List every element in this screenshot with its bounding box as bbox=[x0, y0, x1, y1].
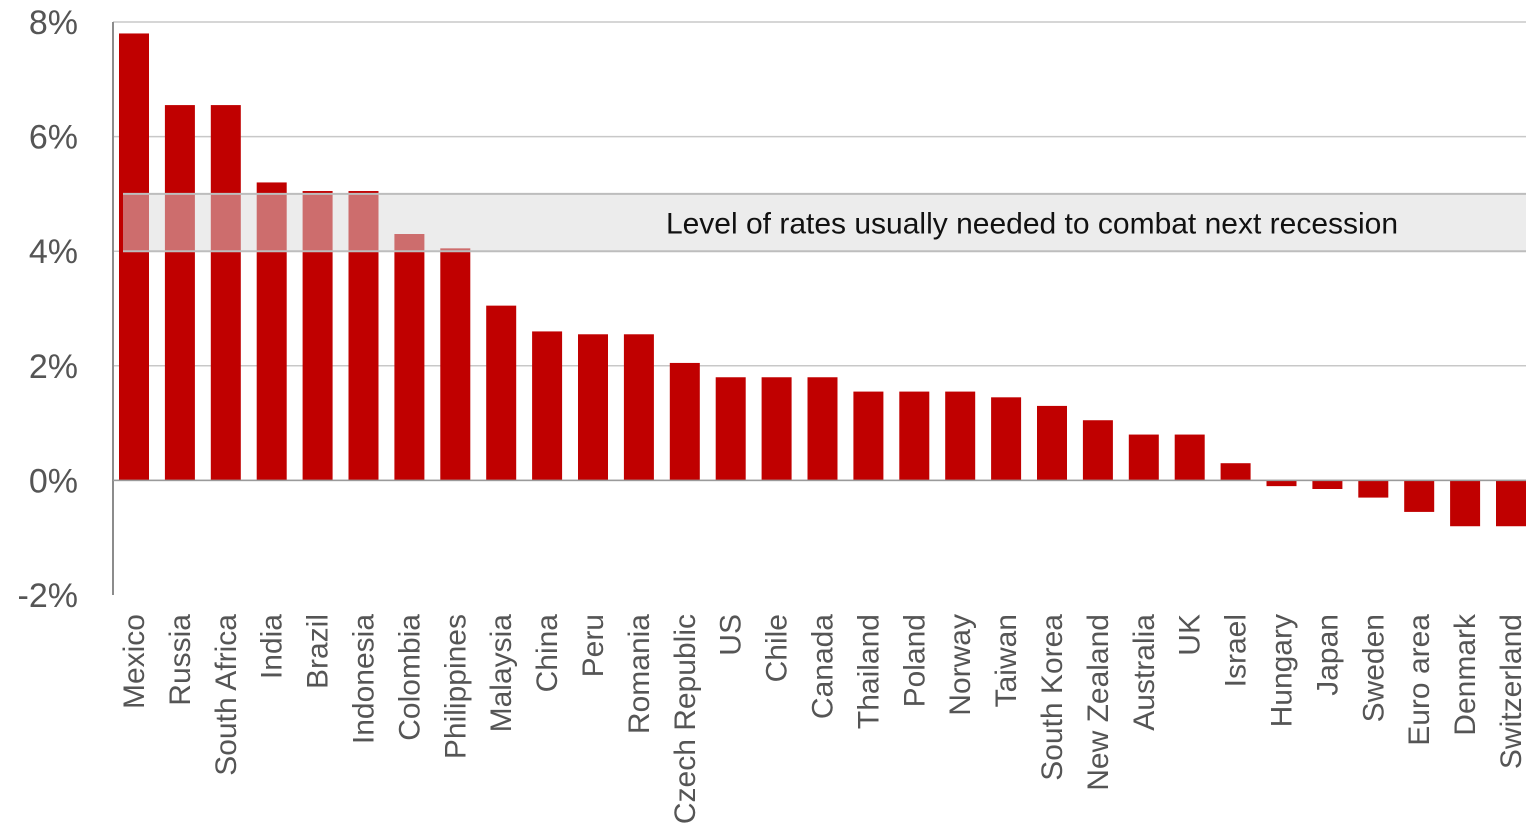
bar-romania bbox=[623, 334, 654, 481]
bar-taiwan bbox=[991, 397, 1022, 481]
x-tick-label: Euro area bbox=[1403, 614, 1436, 746]
recession-band-label: Level of rates usually needed to combat … bbox=[666, 208, 1398, 241]
bar-hungary bbox=[1266, 480, 1297, 487]
x-tick-label: US bbox=[715, 614, 748, 656]
bar-israel bbox=[1220, 463, 1251, 481]
x-tick-label: China bbox=[531, 614, 564, 693]
x-tick-label: Japan bbox=[1311, 614, 1344, 696]
x-tick-label: India bbox=[256, 614, 289, 679]
y-tick-labels: 8% 6% 4% 2% 0% -2% bbox=[18, 4, 78, 615]
x-tick-label: Australia bbox=[1128, 614, 1161, 731]
x-tick-label: Norway bbox=[944, 614, 977, 716]
x-tick-label: Poland bbox=[898, 614, 931, 707]
bar-sweden bbox=[1358, 480, 1389, 498]
bar-poland bbox=[899, 391, 930, 481]
bar-russia bbox=[164, 105, 195, 481]
bar-colombia bbox=[394, 234, 425, 481]
x-tick-label: Mexico bbox=[118, 614, 151, 709]
x-tick-label: Czech Republic bbox=[669, 614, 702, 824]
bar-new-zealand bbox=[1082, 420, 1113, 481]
bar-canada bbox=[807, 377, 838, 481]
bar-us bbox=[715, 377, 746, 481]
x-tick-label: Chile bbox=[761, 614, 794, 682]
x-tick-label: Colombia bbox=[393, 614, 426, 741]
x-tick-label: Thailand bbox=[852, 614, 885, 729]
x-tick-label: Hungary bbox=[1266, 614, 1299, 727]
recession-band-area bbox=[123, 193, 1526, 252]
x-tick-label: New Zealand bbox=[1082, 614, 1115, 791]
y-tick-label: -2% bbox=[18, 577, 78, 615]
bar-uk bbox=[1174, 434, 1205, 481]
y-tick-label: 2% bbox=[29, 348, 78, 386]
bar-philippines bbox=[440, 248, 471, 481]
bar-thailand bbox=[853, 391, 884, 481]
x-tick-label: Taiwan bbox=[990, 614, 1023, 707]
y-tick-label: 0% bbox=[29, 462, 78, 500]
x-tick-label: Canada bbox=[807, 614, 840, 719]
bar-peru bbox=[578, 334, 608, 481]
y-tick-label: 4% bbox=[29, 233, 78, 271]
bar-south-korea bbox=[1037, 405, 1067, 481]
x-tick-label: South Korea bbox=[1036, 614, 1069, 781]
x-tick-label: Russia bbox=[164, 614, 197, 706]
x-tick-label: Indonesia bbox=[348, 614, 381, 744]
bar-norway bbox=[945, 391, 976, 481]
x-tick-label: Romania bbox=[623, 614, 656, 734]
bar-switzerland bbox=[1496, 480, 1526, 527]
axes bbox=[112, 22, 1526, 595]
x-tick-label: Sweden bbox=[1357, 614, 1390, 722]
bar-chile bbox=[761, 377, 792, 481]
bar-malaysia bbox=[486, 305, 517, 481]
bar-australia bbox=[1128, 434, 1159, 481]
bars bbox=[119, 33, 1526, 527]
bar-denmark bbox=[1450, 480, 1481, 527]
bar-czech-republic bbox=[669, 362, 700, 481]
y-tick-label: 6% bbox=[29, 119, 78, 157]
x-tick-label: UK bbox=[1174, 614, 1207, 656]
x-tick-label: South Africa bbox=[210, 614, 243, 776]
bar-euro-area bbox=[1404, 480, 1435, 512]
x-tick-label: Israel bbox=[1220, 614, 1253, 687]
bar-mexico bbox=[119, 33, 149, 481]
x-tick-label: Brazil bbox=[302, 614, 335, 689]
recession-band: Level of rates usually needed to combat … bbox=[123, 192, 1526, 253]
x-tick-label: Denmark bbox=[1449, 613, 1482, 736]
x-tick-label: Switzerland bbox=[1495, 614, 1526, 769]
x-tick-label: Philippines bbox=[439, 614, 472, 759]
bar-china bbox=[532, 331, 563, 481]
bar-japan bbox=[1312, 480, 1343, 489]
x-tick-labels: Mexico Russia South Africa India Brazil Indon… bbox=[118, 613, 1526, 824]
x-tick-label: Malaysia bbox=[485, 614, 518, 733]
bar-south-africa bbox=[210, 105, 241, 481]
x-tick-label: Peru bbox=[577, 614, 610, 677]
y-tick-label: 8% bbox=[29, 4, 78, 42]
